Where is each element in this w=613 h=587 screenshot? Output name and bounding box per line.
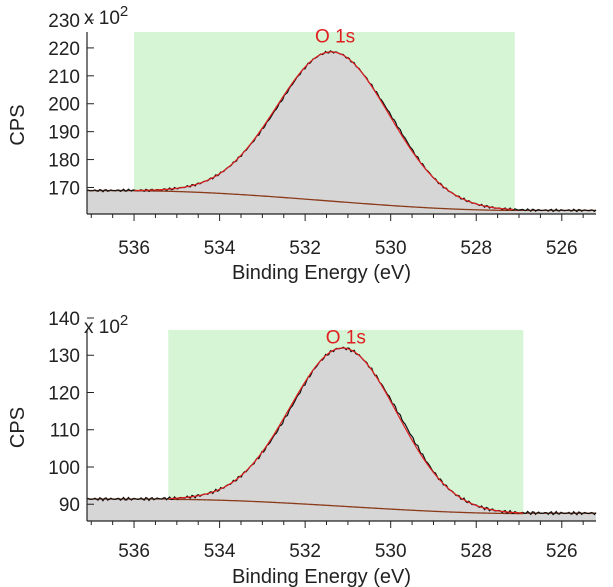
y-axis-title: CPS (7, 407, 29, 448)
y-tick-label: 140 (48, 309, 80, 330)
x-tick-label: 530 (375, 541, 407, 562)
y-tick-label: 230 (48, 11, 80, 32)
y-tick-label: 120 (48, 383, 80, 404)
fit-line (169, 347, 523, 514)
y-tick-label: 180 (48, 151, 80, 172)
x-axis-title: Binding Energy (eV) (232, 566, 411, 587)
peak-label: O 1s (326, 328, 366, 349)
x-tick-label: 532 (289, 238, 321, 259)
fit-line (134, 51, 514, 211)
x-tick-label: 530 (375, 238, 407, 259)
y-tick-label: 210 (48, 67, 80, 88)
y-tick-label: 90 (59, 495, 80, 516)
x-tick-label: 534 (204, 238, 236, 259)
signal-fill (87, 50, 596, 214)
x-tick-label: 526 (546, 541, 578, 562)
y-tick-label: 220 (48, 39, 80, 60)
signal-fill (87, 347, 596, 521)
y-tick-label: 130 (48, 346, 80, 367)
y-tick-label: 110 (50, 421, 80, 442)
x-tick-label: 532 (289, 541, 321, 562)
y-tick-label: 190 (48, 123, 80, 144)
panel-bottom: 536 534 532 530 528 526 90 100 110 120 130 140 x 102… (7, 309, 597, 587)
panel-top: 536 534 532 530 528 526 170 180 190 200 210 220 230 x… (7, 3, 597, 284)
peak-label: O 1s (315, 27, 355, 48)
y-tick-label: 200 (48, 95, 80, 116)
y-multiplier-label: x 102 (84, 3, 128, 29)
y-tick-label: 100 (48, 458, 80, 479)
y-tick-label: 170 (48, 178, 80, 199)
x-axis-title: Binding Energy (eV) (232, 262, 411, 284)
x-tick-label: 536 (118, 541, 150, 562)
x-tick-label: 534 (204, 541, 236, 562)
x-tick-label: 528 (460, 238, 492, 259)
y-multiplier-exponent: 2 (120, 3, 128, 20)
x-tick-label: 526 (546, 238, 578, 259)
x-tick-label: 536 (118, 238, 150, 259)
y-multiplier-exponent: 2 (120, 312, 128, 329)
x-tick-label: 528 (460, 541, 492, 562)
y-axis-title: CPS (7, 104, 29, 145)
background-line (87, 189, 596, 212)
y-multiplier-label: x 102 (84, 312, 128, 338)
